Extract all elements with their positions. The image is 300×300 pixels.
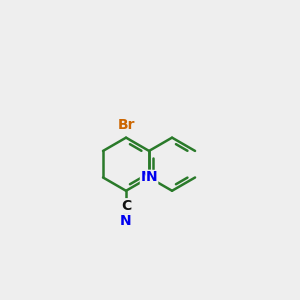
Text: N: N — [120, 214, 132, 228]
Text: N: N — [146, 170, 158, 184]
Text: Br: Br — [117, 118, 135, 132]
Text: N: N — [140, 170, 152, 184]
Text: C: C — [121, 199, 131, 213]
